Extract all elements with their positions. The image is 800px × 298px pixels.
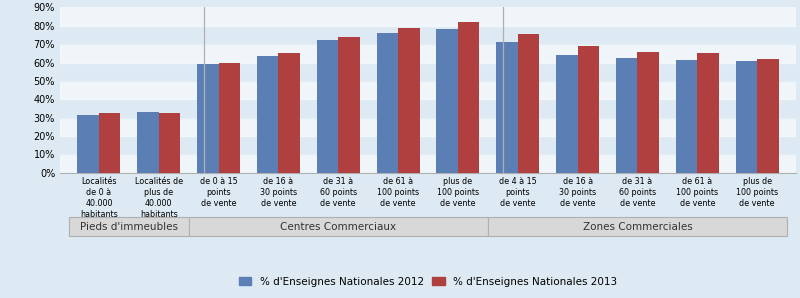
Bar	[257, 56, 278, 173]
Bar	[60, 118, 796, 136]
Bar	[735, 61, 757, 173]
FancyBboxPatch shape	[488, 218, 787, 236]
Bar	[698, 53, 719, 173]
Bar	[60, 99, 796, 118]
Bar	[60, 136, 796, 154]
Bar	[338, 37, 360, 173]
Bar	[60, 26, 796, 44]
Text: Centres Commerciaux: Centres Commerciaux	[280, 222, 396, 232]
Bar	[398, 28, 420, 173]
FancyBboxPatch shape	[189, 218, 488, 236]
Text: Zones Commerciales: Zones Commerciales	[582, 222, 692, 232]
Bar	[616, 58, 638, 173]
Bar	[60, 81, 796, 99]
Bar	[436, 29, 458, 173]
Bar	[757, 59, 778, 173]
Bar	[60, 63, 796, 81]
Bar	[556, 55, 578, 173]
Bar	[218, 63, 240, 173]
Bar	[78, 115, 99, 173]
Bar	[60, 154, 796, 173]
Bar	[137, 112, 158, 173]
Bar	[60, 7, 796, 26]
FancyBboxPatch shape	[69, 218, 189, 236]
Bar	[676, 60, 698, 173]
Bar	[496, 42, 518, 173]
Bar	[317, 40, 338, 173]
Bar	[60, 44, 796, 63]
Bar	[158, 113, 180, 173]
Bar	[518, 34, 539, 173]
Bar	[197, 64, 218, 173]
Legend: % d'Enseignes Nationales 2012, % d'Enseignes Nationales 2013: % d'Enseignes Nationales 2012, % d'Ensei…	[239, 277, 617, 287]
Bar	[377, 33, 398, 173]
Bar	[278, 53, 300, 173]
Bar	[99, 113, 121, 173]
Text: Pieds d'immeubles: Pieds d'immeubles	[80, 222, 178, 232]
Bar	[578, 46, 599, 173]
Bar	[638, 52, 659, 173]
Bar	[458, 22, 479, 173]
